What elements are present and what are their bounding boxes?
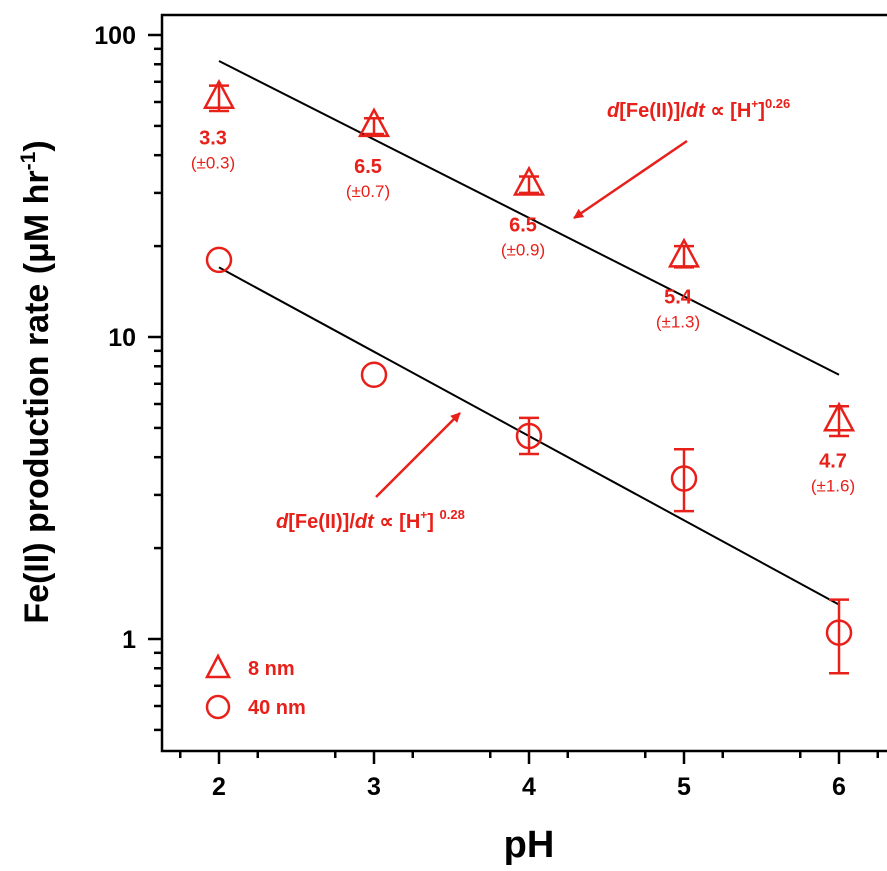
x-tick-label: 6 <box>832 773 846 801</box>
fit-line <box>218 60 840 376</box>
annotation-8nm-plus: + <box>751 97 758 111</box>
annotation-40nm-mid: [Fe(II)]/ <box>288 511 355 533</box>
point-uncertainty-label: (±0.3) <box>191 154 235 173</box>
y-tick-label: 10 <box>108 324 136 352</box>
triangle-marker <box>357 107 391 138</box>
legend-label-40nm: 40 nm <box>248 697 306 719</box>
annotation-40nm-prop: ∝ [H <box>374 511 421 533</box>
point-value-label: 4.7 <box>819 450 847 472</box>
annotation-8nm-arrow <box>573 139 688 220</box>
x-axis: 2 3 4 5 6 <box>179 751 879 801</box>
annotation-8nm-mid: [Fe(II)]/ <box>619 100 686 122</box>
point-value-label: 6.5 <box>354 156 382 178</box>
point-value-label: 3.3 <box>199 128 227 150</box>
point-uncertainty-label: (±1.3) <box>656 312 700 331</box>
annotation-8nm-exp: 0.26 <box>765 96 790 111</box>
annotation-8nm-d: d <box>607 100 620 122</box>
point-uncertainty-label: (±1.6) <box>811 476 855 495</box>
circle-marker <box>825 619 853 646</box>
annotation-40nm-exp: 0.28 <box>440 507 465 522</box>
point-uncertainty-label: (±0.7) <box>346 182 390 201</box>
legend-label-8nm: 8 nm <box>248 658 295 680</box>
markers <box>202 79 856 646</box>
svg-text:d[Fe(II)]/dt ∝ [H+] 0.28: d[Fe(II)]/dt ∝ [H+] 0.28 <box>276 507 465 533</box>
legend-circle-icon <box>205 694 231 720</box>
circle-marker <box>360 361 388 388</box>
annotation-8nm-dt: dt <box>686 100 706 122</box>
annotation-8nm-prop: ∝ [H <box>705 100 752 122</box>
y-axis-title-main: Fe(II) production rate (μM hr <box>18 170 56 623</box>
annotation-40nm-dt: dt <box>355 511 375 533</box>
point-labels: 3.3 (±0.3) 6.5 (±0.7) 6.5 (±0.9) 5.4 (±1.3) 4.7 (… <box>191 128 855 496</box>
y-tick-label: 100 <box>94 22 136 50</box>
legend: 8 nm 40 nm <box>204 653 306 720</box>
triangle-marker <box>202 79 236 109</box>
point-value-label: 6.5 <box>509 214 537 236</box>
y-axis-title: Fe(II) production rate (μM hr-1) <box>17 140 56 623</box>
circle-marker <box>670 465 698 492</box>
x-tick-label: 4 <box>522 773 536 801</box>
point-value-label: 5.4 <box>664 286 693 308</box>
triangle-marker <box>822 401 856 432</box>
svg-text:d[Fe(II)]/dt ∝ [H+]0.26: d[Fe(II)]/dt ∝ [H+]0.26 <box>607 96 790 122</box>
triangle-marker <box>512 165 546 196</box>
y-tick-label: 1 <box>122 626 136 654</box>
legend-triangle-icon <box>204 653 232 679</box>
point-uncertainty-label: (±0.9) <box>501 240 545 259</box>
triangle-marker <box>667 237 701 268</box>
y-axis-title-close: ) <box>18 140 56 151</box>
annotation-40nm-plus: + <box>420 508 427 522</box>
annotation-40nm-d: d <box>276 511 289 533</box>
x-tick-label: 3 <box>367 773 381 801</box>
y-axis: 1 10 100 <box>94 22 162 732</box>
plot-frame <box>160 13 887 753</box>
x-tick-label: 5 <box>677 773 691 801</box>
circle-marker <box>205 246 233 274</box>
circle-marker <box>515 422 543 450</box>
annotation-40nm-close: ] <box>427 511 439 533</box>
annotation-40nm-arrow <box>375 412 461 498</box>
x-axis-title: pH <box>504 824 555 866</box>
annotation-8nm-close: ] <box>758 100 765 122</box>
y-axis-title-sup: -1 <box>17 151 40 170</box>
error-bars <box>209 84 849 675</box>
annotation-40nm: d[Fe(II)]/dt ∝ [H+] 0.28 <box>276 412 465 533</box>
x-tick-label: 2 <box>212 773 226 801</box>
annotation-8nm: d[Fe(II)]/dt ∝ [H+]0.26 <box>573 96 790 220</box>
